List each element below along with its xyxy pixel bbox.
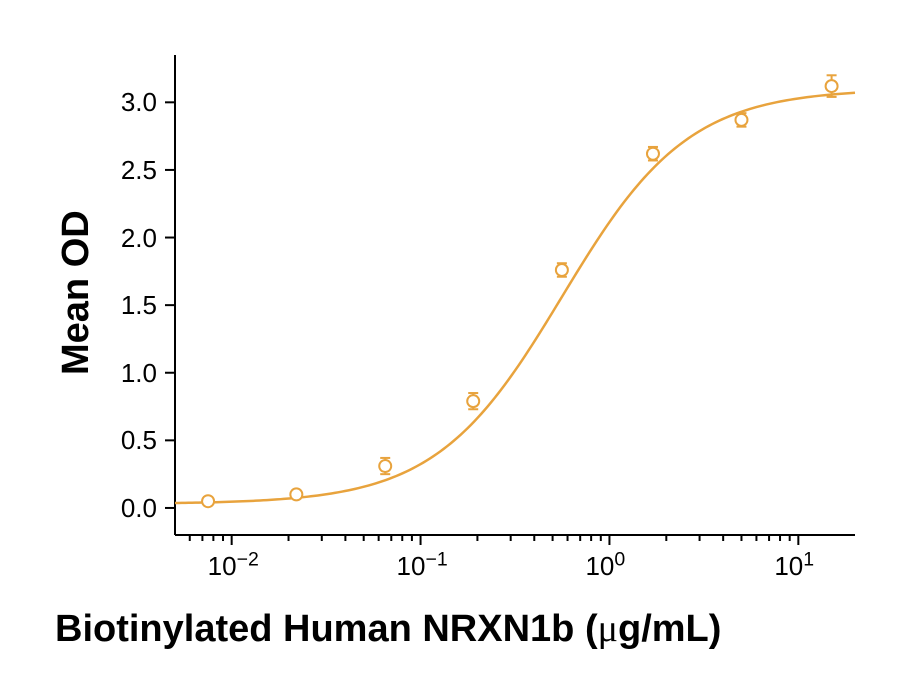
y-tick-label: 1.5 (121, 290, 157, 321)
x-tick-label: 100 (585, 551, 625, 582)
y-tick-label: 0.0 (121, 493, 157, 524)
chart-container: { "chart": { "type": "line-scatter-logx"… (0, 0, 898, 690)
y-tick-label: 1.0 (121, 358, 157, 389)
y-axis-title: Mean OD (55, 210, 98, 375)
y-tick-label: 2.0 (121, 223, 157, 254)
y-tick-label: 3.0 (121, 87, 157, 118)
x-axis-title: Biotinylated Human NRXN1b (μg/mL) (55, 607, 721, 651)
x-tick-label: 10−2 (208, 551, 259, 582)
y-tick-label: 0.5 (121, 425, 157, 456)
x-tick-label: 10−1 (397, 551, 448, 582)
y-tick-label: 2.5 (121, 155, 157, 186)
x-tick-label: 101 (774, 551, 814, 582)
